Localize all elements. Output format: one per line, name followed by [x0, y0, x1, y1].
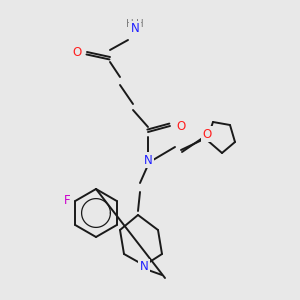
Text: O: O: [72, 46, 82, 59]
Text: H: H: [136, 19, 144, 29]
Text: O: O: [176, 119, 186, 133]
Text: N: N: [144, 154, 152, 166]
Text: N: N: [130, 22, 140, 35]
Text: N: N: [140, 260, 148, 274]
Text: H: H: [126, 19, 134, 29]
Text: F: F: [64, 194, 70, 208]
Text: O: O: [202, 128, 211, 140]
